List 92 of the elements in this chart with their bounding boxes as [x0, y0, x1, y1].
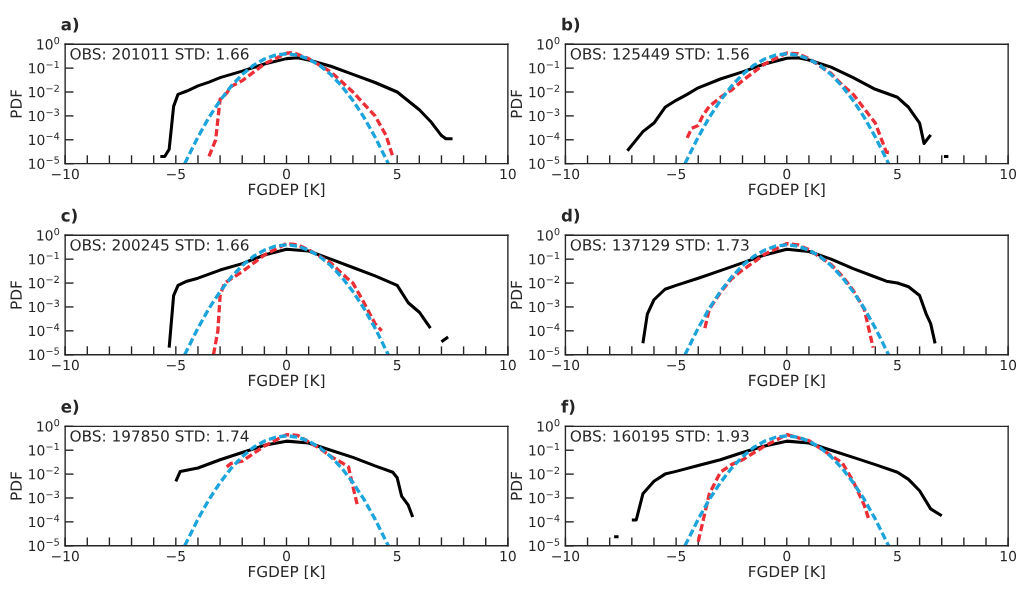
- y-tick-label: 10$^{−3}$: [29, 490, 59, 504]
- x-tick-label: 0: [283, 168, 290, 180]
- x-axis-title: FGDEP [K]: [248, 374, 325, 389]
- annotation: OBS: 160195 STD: 1.93: [570, 430, 749, 442]
- y-tick-label: 10$^{0}$: [37, 418, 60, 432]
- y-tick-label: 10$^{−1}$: [529, 443, 560, 456]
- y-tick-label: 10$^{−3}$: [29, 108, 59, 122]
- y-tick-label: 10$^{−1}$: [29, 251, 59, 265]
- annotation: OBS: 200245 STD: 1.66: [70, 239, 249, 251]
- x-tick-label: 5: [894, 168, 901, 180]
- line-series: [207, 50, 395, 159]
- annotation: OBS: 125449 STD: 1.56: [570, 48, 749, 60]
- y-tick-label: 10$^{−2}$: [529, 466, 560, 480]
- chart-title: f): [561, 399, 575, 415]
- x-tick-label: 0: [283, 359, 290, 371]
- y-tick-label: 10$^{−5}$: [529, 156, 560, 170]
- x-tick-label: 0: [783, 550, 791, 562]
- y-tick-label: 10$^{−4}$: [29, 323, 60, 337]
- x-tick-label: −10: [552, 359, 580, 371]
- y-tick-label: 10$^{−2}$: [29, 84, 59, 98]
- y-tick-label: 10$^{−2}$: [529, 84, 560, 98]
- x-axis-title: FGDEP [K]: [749, 183, 825, 197]
- x-tick-label: −10: [51, 359, 79, 371]
- annotation: OBS: 197850 STD: 1.74: [70, 430, 249, 442]
- y-axis-title: PDF: [510, 281, 522, 309]
- y-tick-label: 10$^{−5}$: [29, 538, 59, 552]
- x-tick-label: 5: [894, 551, 901, 562]
- x-tick-label: 5: [393, 551, 401, 562]
- x-axis-title: FGDEP [K]: [248, 565, 325, 580]
- y-tick-label: 10$^{0}$: [37, 227, 60, 241]
- chart-title: d): [561, 208, 580, 224]
- x-tick-label: −10: [51, 168, 79, 180]
- y-axis-title: PDF: [10, 89, 22, 118]
- y-tick-label: 10$^{−5}$: [529, 347, 560, 361]
- x-tick-label: 0: [283, 550, 290, 562]
- x-tick-label: 10: [500, 550, 516, 562]
- y-tick-label: 10$^{−5}$: [29, 156, 59, 170]
- x-tick-label: 10: [1000, 359, 1017, 371]
- x-axis-title: FGDEP [K]: [248, 183, 325, 197]
- y-tick-label: 10$^{0}$: [37, 36, 60, 50]
- y-tick-label: 10$^{−4}$: [29, 132, 60, 146]
- x-tick-label: −10: [51, 550, 79, 562]
- y-axis-title: PDF: [10, 281, 22, 309]
- x-tick-label: −10: [552, 550, 580, 562]
- y-tick-label: 10$^{−2}$: [29, 275, 59, 289]
- y-tick-label: 10$^{−1}$: [29, 60, 59, 74]
- x-tick-label: 10: [1000, 550, 1017, 562]
- y-tick-label: 10$^{−2}$: [29, 466, 59, 480]
- y-tick-label: 10$^{0}$: [537, 227, 560, 241]
- y-tick-label: 10$^{−1}$: [29, 443, 59, 456]
- x-tick-label: 5: [393, 359, 401, 371]
- y-tick-label: 10$^{−4}$: [529, 132, 560, 146]
- line-series: [211, 241, 384, 355]
- y-axis-title: PDF: [10, 472, 22, 500]
- y-tick-label: 10$^{−3}$: [529, 490, 560, 504]
- y-tick-label: 10$^{−4}$: [529, 323, 560, 337]
- chart-title: e): [61, 399, 79, 415]
- y-tick-label: 10$^{−3}$: [529, 299, 560, 313]
- y-tick-label: 10$^{−2}$: [529, 275, 560, 289]
- y-tick-label: 10$^{0}$: [537, 418, 560, 432]
- chart-title: b): [562, 17, 580, 33]
- x-tick-label: 5: [393, 168, 401, 180]
- annotation: OBS: 201011 STD: 1.66: [70, 48, 249, 60]
- annotation: OBS: 137129 STD: 1.73: [570, 239, 749, 251]
- x-tick-label: 5: [894, 359, 901, 371]
- x-tick-label: 10: [500, 168, 516, 180]
- x-tick-label: −5: [667, 359, 686, 371]
- x-tick-label: −5: [167, 359, 185, 371]
- x-axis-title: FGDEP [K]: [749, 565, 825, 580]
- x-tick-label: −5: [667, 551, 686, 562]
- y-tick-label: 10$^{−5}$: [29, 347, 59, 361]
- x-tick-label: 0: [783, 168, 791, 180]
- x-tick-label: 10: [500, 359, 516, 371]
- y-axis-title: PDF: [510, 89, 522, 118]
- x-axis-title: FGDEP [K]: [749, 374, 825, 389]
- y-tick-label: 10$^{0}$: [537, 36, 560, 50]
- x-tick-label: −5: [167, 168, 185, 180]
- chart-title: c): [61, 208, 77, 224]
- y-tick-label: 10$^{−3}$: [29, 299, 59, 313]
- y-tick-label: 10$^{−1}$: [529, 251, 560, 265]
- x-tick-label: 0: [783, 359, 791, 371]
- x-tick-label: 10: [1000, 168, 1017, 180]
- y-tick-label: 10$^{−4}$: [29, 514, 60, 528]
- y-tick-label: 10$^{−3}$: [529, 108, 560, 122]
- y-tick-label: 10$^{−1}$: [529, 60, 560, 74]
- chart-title: a): [61, 17, 79, 33]
- y-tick-label: 10$^{−4}$: [529, 514, 560, 528]
- y-axis-title: PDF: [510, 472, 522, 500]
- x-tick-label: −10: [552, 168, 580, 180]
- x-tick-label: −5: [667, 168, 686, 180]
- x-tick-label: −5: [167, 551, 185, 562]
- y-tick-label: 10$^{−5}$: [529, 538, 560, 552]
